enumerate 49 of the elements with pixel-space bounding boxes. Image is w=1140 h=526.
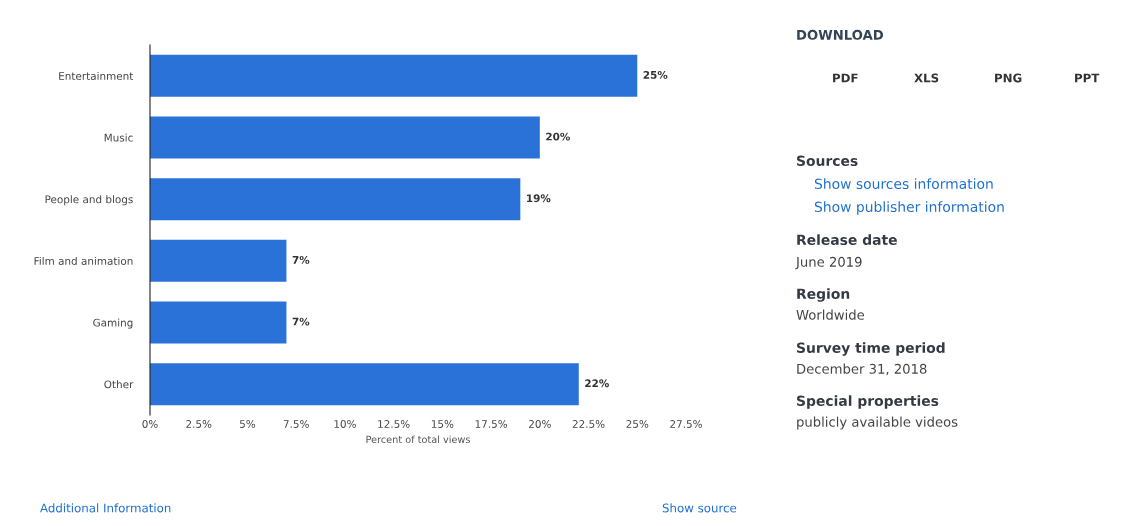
data-label: 19% xyxy=(527,194,551,203)
x-tick-label: 10% xyxy=(334,420,356,428)
bar xyxy=(150,363,579,406)
text: DOWNLOAD xyxy=(797,29,884,40)
text: Release date xyxy=(797,234,897,246)
text: Show source xyxy=(662,503,737,513)
text: Sources xyxy=(797,155,858,167)
text: Worldwide xyxy=(796,309,865,320)
data-label: 25% xyxy=(643,70,668,79)
x-tick-label: 27.5% xyxy=(670,420,702,428)
x-tick-label: 0% xyxy=(142,420,158,428)
text: PNG xyxy=(995,73,1022,83)
bar xyxy=(150,301,287,344)
text: Additional Information xyxy=(40,503,171,513)
y-tick-label: Other xyxy=(104,380,134,389)
text: PDF xyxy=(833,73,858,83)
x-tick-label: 7.5% xyxy=(283,420,309,428)
y-tick-label: Entertainment xyxy=(59,71,134,80)
y-tick-label: Film and animation xyxy=(34,256,133,265)
text: Special properties xyxy=(797,395,939,409)
x-tick-label: 2.5% xyxy=(186,420,212,428)
x-tick-label: 5% xyxy=(240,420,256,428)
y-tick-label: Gaming xyxy=(93,318,133,329)
text: December 31, 2018 xyxy=(797,363,927,376)
data-label: 22% xyxy=(585,379,609,388)
text: Show sources information xyxy=(814,178,993,190)
bar xyxy=(150,178,521,221)
text: Show publisher information xyxy=(814,201,1004,215)
data-label: 20% xyxy=(546,132,570,141)
text: June 2019 xyxy=(795,256,862,270)
bar xyxy=(150,54,638,97)
text: PPT xyxy=(1075,73,1100,83)
text: publicly available videos xyxy=(797,416,958,430)
text: XLS xyxy=(914,73,939,83)
text: Survey time period xyxy=(797,342,945,356)
x-tick-label: 25% xyxy=(626,420,649,428)
bar xyxy=(150,239,287,282)
x-tick-label: 22.5% xyxy=(572,420,605,428)
y-tick-label: People and blogs xyxy=(45,195,133,206)
x-axis-title: Percent of total views xyxy=(366,435,470,444)
y-tick-label: Music xyxy=(104,133,133,142)
data-label: 7% xyxy=(292,255,310,264)
x-tick-label: 17.5% xyxy=(475,420,508,428)
text: Region xyxy=(797,288,850,302)
x-tick-label: 12.5% xyxy=(378,420,410,428)
x-tick-label: 15% xyxy=(431,420,454,428)
bar xyxy=(150,116,540,159)
data-label: 7% xyxy=(292,317,310,326)
x-tick-label: 20% xyxy=(529,420,551,428)
